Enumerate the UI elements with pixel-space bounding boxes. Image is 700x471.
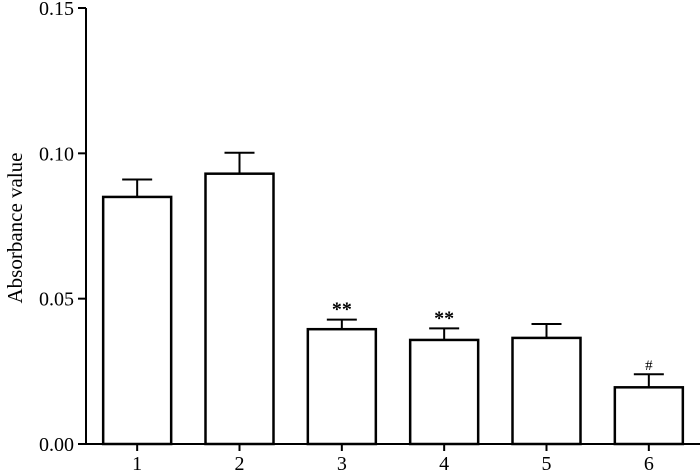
significance-label: **: [434, 307, 454, 329]
y-tick-label: 0.15: [39, 0, 74, 20]
y-tick-label: 0.10: [39, 143, 74, 165]
y-tick-label: 0.05: [39, 289, 74, 311]
bar: [613, 386, 685, 446]
y-axis-label: Absorbance value: [3, 152, 27, 303]
bars: [101, 172, 685, 446]
annotations: ** ** #: [332, 299, 653, 375]
bar: [306, 327, 378, 446]
y-tick-label: 0.00: [39, 434, 74, 456]
error-bars: [122, 151, 664, 388]
tick-labels: 0.00 0.05 0.10 0.15 1 2 3 4 5 6: [39, 0, 654, 471]
x-tick-label: 3: [337, 453, 347, 471]
x-tick-label: 2: [235, 453, 245, 471]
bar: [204, 172, 275, 446]
x-tick-label: 6: [644, 453, 654, 471]
bar: [101, 195, 173, 446]
x-tick-label: 1: [132, 453, 142, 471]
bar: [408, 338, 480, 446]
x-tick-label: 4: [439, 453, 449, 471]
significance-label: **: [332, 299, 352, 321]
significance-label: #: [645, 358, 653, 374]
bar: [511, 336, 582, 446]
x-tick-label: 5: [542, 453, 552, 471]
